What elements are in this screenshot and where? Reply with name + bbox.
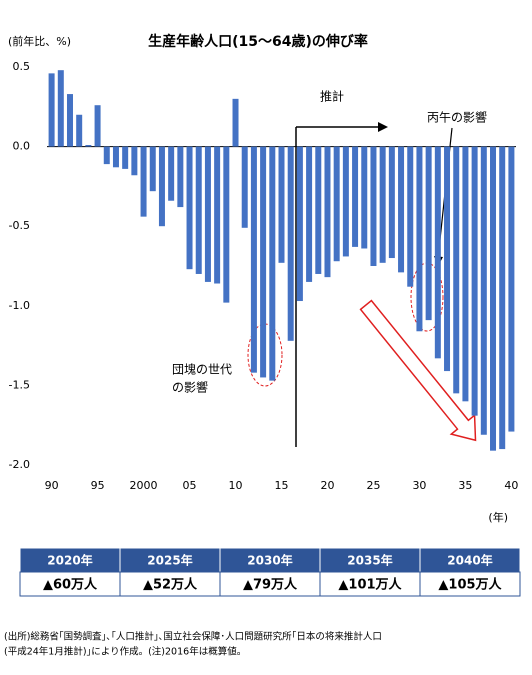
bar	[499, 146, 506, 450]
bar	[232, 98, 239, 147]
bar	[103, 146, 110, 165]
bar	[370, 146, 377, 266]
bar	[352, 146, 359, 247]
bar	[462, 146, 469, 402]
bar	[315, 146, 322, 274]
x-tick-label: 95	[91, 479, 105, 492]
chart-title: 生産年齢人口(15～64歳)の伸び率	[148, 33, 368, 50]
x-tick-label: 20	[320, 479, 334, 492]
bar	[306, 146, 313, 282]
bar	[444, 146, 451, 372]
x-tick-label: 05	[183, 479, 197, 492]
annotation: の影響	[172, 380, 208, 395]
bar	[250, 146, 257, 373]
y-tick-label: 0.0	[13, 140, 31, 153]
x-tick-label: 10	[229, 479, 243, 492]
bar	[398, 146, 405, 273]
table: 2020年 2025年 2030年 2035年 2040年 ▲60万人 ▲52万人 ▲79万人…	[19, 547, 521, 597]
bar	[177, 146, 184, 208]
bar	[407, 146, 414, 287]
annotation: 団塊の世代	[172, 362, 232, 377]
bar	[471, 146, 478, 416]
table-header-cell	[419, 547, 521, 573]
x-tick-label: 40	[504, 479, 518, 492]
x-tick-label: 2000	[130, 479, 158, 492]
trend-arrow	[359, 299, 477, 442]
bar	[112, 146, 119, 168]
x-tick-label: 25	[366, 479, 380, 492]
bar	[342, 146, 349, 257]
table-value: ▲52万人	[143, 577, 198, 593]
bar	[195, 146, 202, 274]
table-header: 2040年	[447, 553, 492, 568]
bar	[333, 146, 340, 262]
bar	[85, 145, 92, 147]
bar	[66, 94, 73, 147]
x-tick-label: 30	[412, 479, 426, 492]
x-tick-label: 90	[45, 479, 59, 492]
bar	[480, 146, 487, 435]
bar	[94, 105, 101, 147]
bar	[204, 146, 211, 282]
bar	[260, 146, 267, 378]
bar	[324, 146, 331, 278]
bar	[434, 146, 441, 359]
table-header-cell	[119, 547, 221, 573]
bar	[287, 146, 294, 341]
table-value: ▲105万人	[438, 577, 502, 593]
arrowhead	[378, 122, 388, 132]
source-note: (平成24年1月推計)｣により作成。(注)2016年は概算値。	[4, 646, 246, 658]
table-value: ▲60万人	[43, 577, 98, 593]
bar	[490, 146, 497, 451]
y-tick-label: -1.5	[9, 378, 30, 391]
y-tick-label: -1.0	[9, 299, 30, 312]
y-tick-label: -0.5	[9, 219, 30, 232]
bar	[131, 146, 138, 176]
bar	[361, 146, 368, 249]
bar	[57, 70, 64, 147]
bar	[278, 146, 285, 263]
bar	[186, 146, 193, 270]
y-axis-label: (前年比、%)	[8, 34, 71, 48]
table-header: 2025年	[147, 553, 192, 568]
x-axis-label: (年)	[488, 510, 508, 524]
annotation: 推計	[320, 89, 344, 104]
bar	[140, 146, 147, 217]
y-tick-label: -2.0	[9, 458, 30, 471]
table-header-cell	[219, 547, 321, 573]
y-tick-label: 0.5	[13, 60, 31, 73]
bar	[388, 146, 395, 259]
bar	[223, 146, 230, 303]
table-header: 2020年	[47, 553, 92, 568]
table-cell	[219, 571, 321, 597]
bar	[453, 146, 460, 394]
bar	[158, 146, 165, 227]
bar	[425, 146, 432, 321]
bar	[76, 114, 83, 147]
bar	[508, 146, 515, 432]
table-cell	[319, 571, 421, 597]
bar	[214, 146, 221, 284]
table-header: 2030年	[247, 553, 292, 568]
bar	[241, 146, 248, 228]
bar	[122, 146, 129, 169]
x-tick-label: 35	[458, 479, 472, 492]
bar	[149, 146, 156, 192]
x-tick-label: 15	[275, 479, 289, 492]
bar	[296, 146, 303, 302]
table-header: 2035年	[347, 553, 392, 568]
bar	[416, 146, 423, 332]
table-value: ▲101万人	[338, 577, 402, 593]
table-value: ▲79万人	[243, 577, 298, 593]
source-note: (出所)総務省｢国勢調査｣､｢人口推計｣､国立社会保障･人口問題研究所｢日本の将…	[4, 631, 382, 643]
table-cell	[419, 571, 521, 597]
bar	[379, 146, 386, 263]
bar	[269, 146, 276, 381]
bar	[168, 146, 175, 201]
bar	[48, 73, 55, 147]
annotation: 丙午の影響	[427, 110, 487, 125]
